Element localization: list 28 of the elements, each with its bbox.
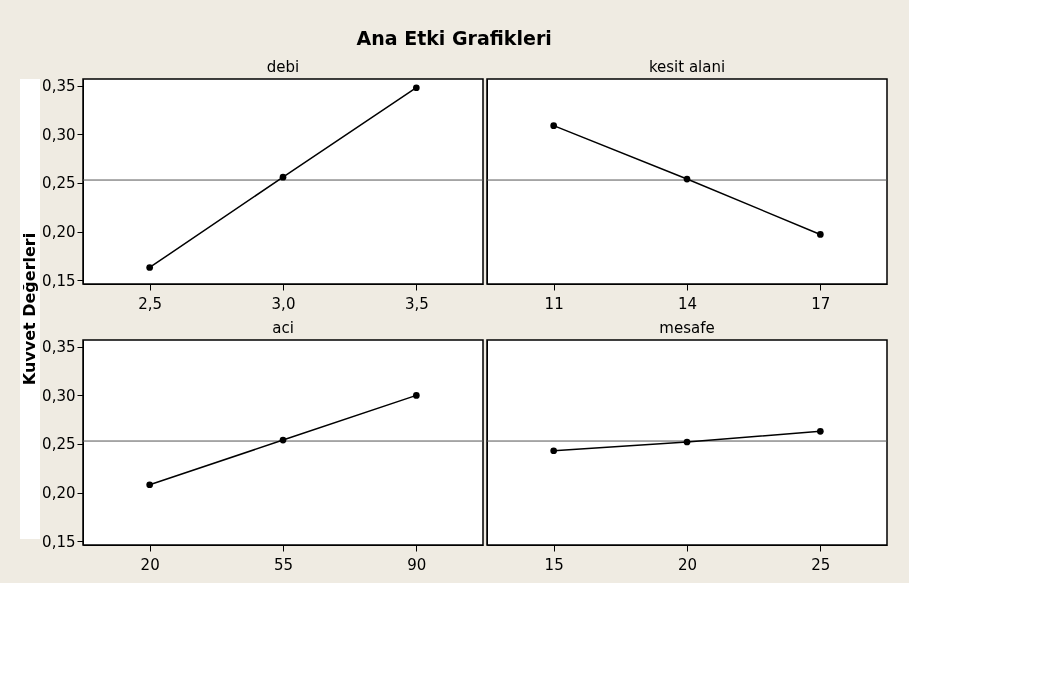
x-tick-label: 14 xyxy=(677,294,698,313)
x-tick-label: 2,5 xyxy=(138,294,163,313)
x-tick-label: 90 xyxy=(407,555,427,574)
x-axis-title: debi xyxy=(266,57,300,76)
x-axis-title: mesafe xyxy=(659,319,715,337)
y-tick-label: 0,15 xyxy=(42,271,76,290)
x-axis-title: aci xyxy=(272,318,294,337)
x-tick-label: 3,5 xyxy=(404,294,429,313)
y-tick-label: 0,30 xyxy=(42,125,76,144)
x-tick-label: 55 xyxy=(273,555,294,574)
y-tick-label: 0,35 xyxy=(42,338,76,357)
x-tick-label: 15 xyxy=(544,555,564,574)
x-tick-label: 3,0 xyxy=(271,294,296,313)
y-tick-label: 0,20 xyxy=(42,223,76,242)
y-axis-title: Kuvvet Değerleri xyxy=(20,232,39,386)
y-tick-label: 0,25 xyxy=(42,435,76,454)
x-tick-label: 17 xyxy=(811,294,831,313)
x-tick-label: 25 xyxy=(811,555,831,574)
x-tick-label: 20 xyxy=(140,555,160,574)
x-tick-label: 11 xyxy=(544,294,564,313)
y-tick-label: 0,20 xyxy=(42,484,76,503)
x-axis-title: kesit alani xyxy=(648,58,726,76)
y-tick-label: 0,30 xyxy=(42,386,76,405)
y-tick-label: 0,25 xyxy=(42,174,76,193)
x-tick-label: 20 xyxy=(677,555,698,574)
chart-title: Ana Etki Grafikleri xyxy=(356,27,552,50)
y-tick-label: 0,15 xyxy=(42,532,76,551)
y-tick-label: 0,35 xyxy=(42,77,76,96)
